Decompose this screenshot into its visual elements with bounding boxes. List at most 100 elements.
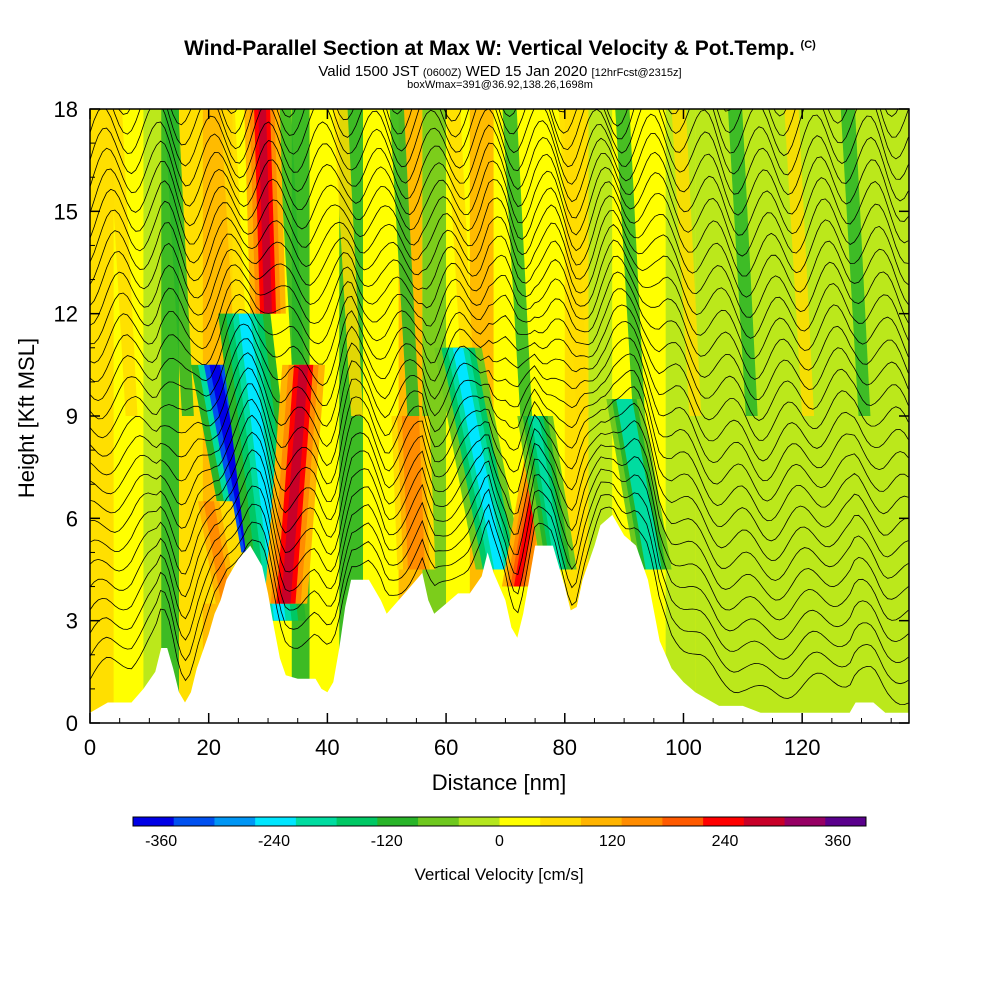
colorbar-tick-label: -360	[145, 833, 177, 850]
isentrope-line	[90, 239, 909, 359]
isentrope-line	[90, 337, 909, 482]
isentrope-line	[90, 386, 909, 542]
colorbar-swatch	[295, 817, 338, 826]
colorbar-tick-label: 240	[712, 833, 739, 850]
velocity-band	[203, 501, 232, 604]
isentrope-line	[90, 321, 909, 462]
isentrope-line	[90, 109, 909, 202]
upper-wave	[276, 109, 307, 416]
x-tick-label: 40	[315, 735, 339, 760]
velocity-band	[620, 398, 658, 570]
upper-wave	[727, 109, 758, 416]
isentropes	[90, 109, 909, 706]
terrain-mask	[90, 514, 909, 723]
isentrope-line	[90, 160, 909, 264]
isentrope-line	[90, 456, 909, 621]
x-tick-label: 100	[665, 735, 702, 760]
isentrope-line	[90, 506, 909, 706]
colorbar-swatch	[173, 817, 215, 826]
x-tick-label: 80	[553, 735, 577, 760]
isentrope-line	[90, 255, 909, 380]
colorbar-swatch	[499, 817, 541, 826]
isentrope-line	[112, 109, 909, 160]
upper-wave	[333, 109, 363, 416]
velocity-band	[258, 109, 272, 314]
colorbar-swatch	[336, 817, 378, 826]
isentrope-line	[90, 124, 909, 222]
isentrope-line	[90, 468, 909, 643]
upper-wave	[784, 109, 815, 416]
x-axis-label: Distance [nm]	[432, 770, 567, 795]
colorbar-swatch	[662, 817, 704, 826]
colorbar-swatch	[133, 817, 175, 826]
colorbar-swatch	[214, 817, 256, 826]
x-axis: 0 20 40 60 80 100 120	[84, 109, 892, 760]
colorbar-tick-label: 0	[495, 833, 504, 850]
x-tick-label: 60	[434, 735, 458, 760]
isentrope-line	[90, 438, 909, 601]
isentrope-line	[90, 142, 909, 244]
isentrope-line	[90, 109, 909, 180]
y-tick-label: 12	[54, 302, 78, 327]
y-axis-label: Height [Kft MSL]	[14, 338, 39, 498]
colorbar-swatch	[540, 817, 582, 826]
colorbar-tick-label: 360	[824, 833, 851, 850]
chart-title: Wind-Parallel Section at Max W: Vertical…	[184, 37, 816, 60]
velocity-band	[406, 416, 421, 570]
isentrope-line	[90, 402, 909, 561]
y-axis: 0 3 6 9 12 15 18	[54, 97, 909, 736]
chart-subtitle: Valid 1500 JST (0600Z) WED 15 Jan 2020 […	[318, 63, 682, 80]
colorbar-swatch	[255, 817, 297, 826]
colorbar-swatch	[377, 817, 419, 826]
colorbar-frame	[132, 816, 867, 827]
colorbar-swatch	[621, 817, 663, 826]
isentrope-line	[90, 494, 909, 685]
upper-wave	[389, 109, 420, 416]
isentrope-line	[90, 369, 909, 522]
upper-wave	[671, 109, 702, 416]
colorbar: -360 -240 -120 0 120 240 360	[132, 816, 867, 850]
x-tick-label: 120	[784, 735, 821, 760]
upper-wave	[558, 109, 589, 416]
colorbar-tick-label: -120	[371, 833, 403, 850]
colorbar-label: Vertical Velocity [cm/s]	[414, 865, 583, 884]
colorbar-swatch	[703, 817, 745, 826]
colorbar-swatch	[580, 817, 623, 826]
y-tick-label: 3	[66, 609, 78, 634]
isentrope-line	[90, 179, 909, 286]
field-strip	[143, 109, 162, 723]
x-tick-label: 0	[84, 735, 96, 760]
field-strip	[90, 109, 114, 723]
x-tick-label: 20	[196, 735, 220, 760]
upper-wave	[615, 109, 645, 416]
y-tick-label: 0	[66, 711, 78, 736]
y-tick-label: 18	[54, 97, 78, 122]
y-tick-label: 9	[66, 404, 78, 429]
isentrope-line	[90, 271, 909, 401]
isentrope-line	[90, 288, 909, 421]
colorbar-tick-label: 120	[599, 833, 626, 850]
upper-wave	[107, 109, 138, 416]
colorbar-swatch	[458, 817, 500, 826]
y-tick-label: 15	[54, 199, 78, 224]
isentrope-line	[90, 195, 909, 305]
isentrope-line	[90, 304, 909, 441]
isentrope-line	[90, 353, 909, 502]
colorbar-swatch	[743, 817, 786, 826]
isentrope-line	[90, 420, 909, 581]
isentrope-line	[90, 223, 909, 341]
colorbar-swatch	[825, 817, 867, 826]
velocity-band	[281, 364, 309, 604]
y-tick-label: 6	[66, 506, 78, 531]
isentrope-line	[226, 109, 899, 117]
chart-box-wmax: boxWmax=391@36.92,138.26,1698m	[407, 79, 593, 91]
isentrope-line	[118, 109, 909, 138]
isentrope-line	[90, 209, 909, 324]
isentrope-line	[90, 481, 909, 663]
colorbar-swatch	[784, 817, 826, 826]
terrain	[90, 514, 909, 723]
velocity-band	[531, 416, 563, 570]
colorbar-tick-label: -240	[258, 833, 290, 850]
colorbar-swatch	[418, 817, 460, 826]
